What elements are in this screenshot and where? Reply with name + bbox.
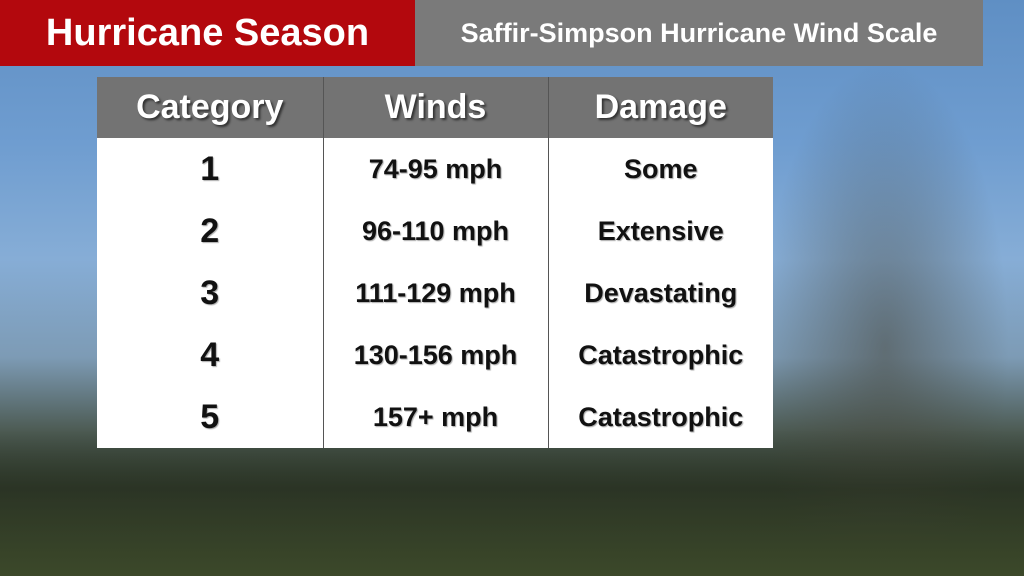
table-cell: 111-129 mph bbox=[322, 262, 548, 324]
column-header: Damage bbox=[547, 77, 773, 138]
title: Hurricane Season bbox=[0, 0, 415, 66]
table-body: 1 74-95 mph Some 2 96-110 mph Extensive 3 111-1… bbox=[97, 138, 773, 448]
table-row: 4 130-156 mph Catastrophic bbox=[97, 324, 773, 386]
table-row: 2 96-110 mph Extensive bbox=[97, 200, 773, 262]
table-cell: 96-110 mph bbox=[322, 200, 548, 262]
subtitle: Saffir-Simpson Hurricane Wind Scale bbox=[415, 0, 983, 66]
table-cell: Catastrophic bbox=[547, 386, 773, 448]
background-ground bbox=[0, 430, 1024, 576]
table-cell: 130-156 mph bbox=[322, 324, 548, 386]
table-cell: 1 bbox=[97, 138, 323, 200]
table-cell: Devastating bbox=[547, 262, 773, 324]
table-cell: 74-95 mph bbox=[322, 138, 548, 200]
table-row: 5 157+ mph Catastrophic bbox=[97, 386, 773, 448]
table-cell: 4 bbox=[97, 324, 323, 386]
column-header: Category bbox=[97, 77, 323, 138]
table-cell: Some bbox=[547, 138, 773, 200]
table-cell: 5 bbox=[97, 386, 323, 448]
header-row: Category Winds Damage bbox=[97, 77, 773, 138]
table-row: 1 74-95 mph Some bbox=[97, 138, 773, 200]
table-cell: 3 bbox=[97, 262, 323, 324]
table-cell: Catastrophic bbox=[547, 324, 773, 386]
column-header: Winds bbox=[322, 77, 548, 138]
table-cell: 157+ mph bbox=[322, 386, 548, 448]
table-cell: 2 bbox=[97, 200, 323, 262]
table-row: 3 111-129 mph Devastating bbox=[97, 262, 773, 324]
scale-table: Category Winds Damage 1 74-95 mph Some 2 96-11… bbox=[97, 77, 773, 448]
table-cell: Extensive bbox=[547, 200, 773, 262]
